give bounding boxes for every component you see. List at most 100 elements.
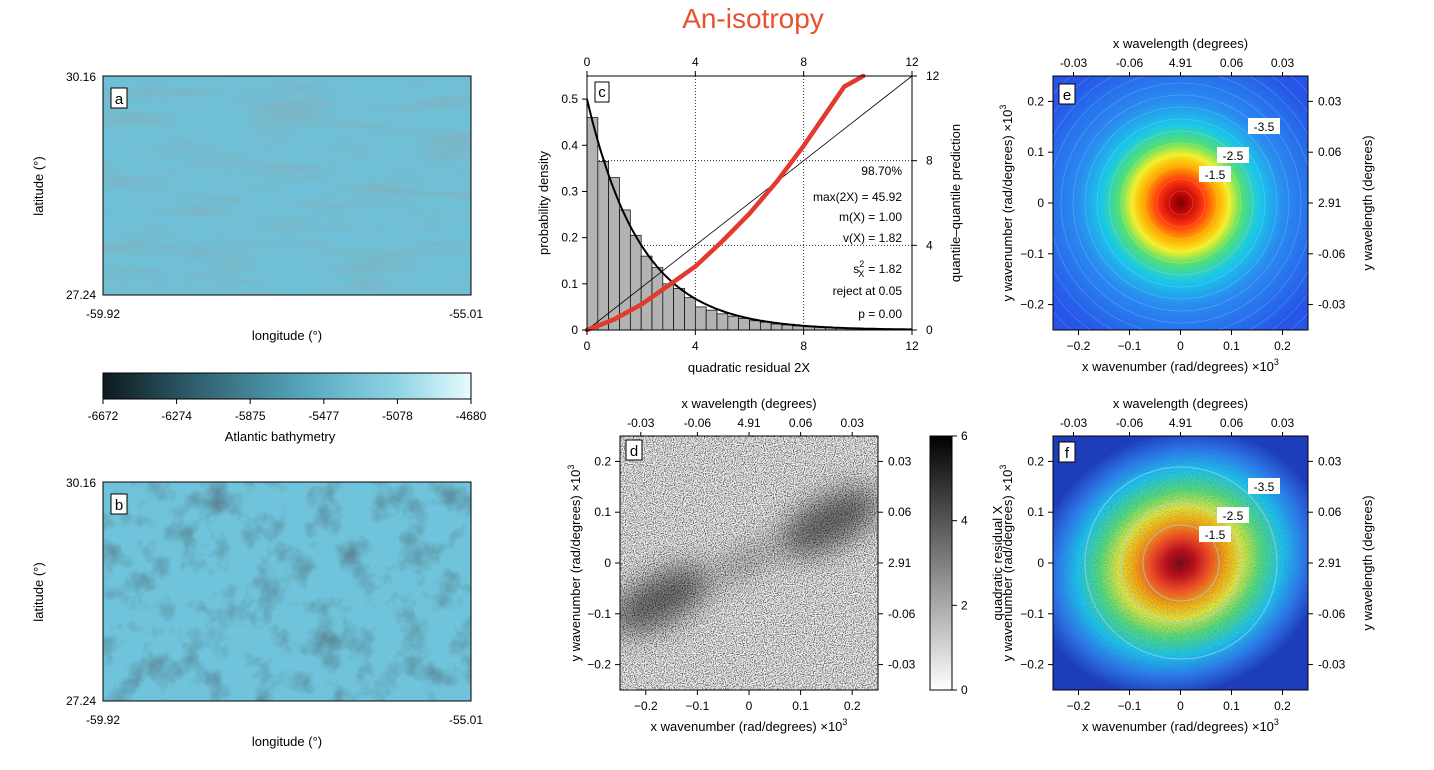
panel-c-reference-line: [586, 75, 913, 331]
panel-e-contour-ring: [1132, 154, 1230, 252]
panel-c-ytick-label: 0: [571, 323, 578, 337]
panel-a-xtick-right: -55.01: [449, 307, 483, 321]
panel-a-xtick-left: -59.92: [86, 307, 120, 321]
top-tick-label: 0.06: [789, 416, 813, 430]
right-tick-label: 2.91: [1318, 556, 1342, 570]
panel-c-ytick-label: 0.5: [561, 92, 578, 106]
panel-c-x2tick-label: 4: [692, 55, 699, 69]
right-tick-label: -0.06: [1318, 247, 1346, 261]
y-axis-label: y wavenumber (rad/degrees) ×103: [998, 465, 1015, 662]
panel-e-contour-ring: [1108, 130, 1254, 276]
bathymetry-colorbar-tick-label: -5875: [235, 409, 266, 423]
panel-e-contours: [1053, 76, 1308, 330]
panel-c-histogram: [586, 117, 913, 331]
panel-c-y2tick-label: 8: [926, 154, 933, 168]
right-tick-label: -0.06: [888, 607, 916, 621]
panel-b-ylabel: latitude (°): [31, 562, 46, 621]
panel-c-histogram-bar: [586, 117, 599, 331]
ytick-label: 0.2: [1027, 94, 1044, 108]
top-axis-label: x wavelength (degrees): [681, 396, 816, 411]
panel-c-y2tick-label: 0: [926, 323, 933, 337]
panel-f: f -3.5 -2.5 -1.5 −0.2 −0.1 0 0.1 0.20.20.10−…: [998, 396, 1375, 734]
panel-a-ylabel: latitude (°): [31, 156, 46, 215]
right-tick-label: 0.06: [888, 505, 912, 519]
panel-c-histogram-bar: [716, 313, 729, 331]
panel-e-contour-ring: [1096, 118, 1266, 288]
ytick-label: −0.1: [1020, 247, 1044, 261]
ytick-label: 0: [1037, 556, 1044, 570]
panel-a-frame: [102, 75, 472, 296]
panel-d-letter-box: [625, 439, 643, 461]
panel-c-ytick-label: 0.4: [561, 138, 578, 152]
panel-c-y2tick-label: 4: [926, 238, 933, 252]
panel-d-colorbar: [929, 435, 953, 691]
panel-b-ytick-top: 30.16: [66, 476, 96, 490]
right-tick-label: 0.03: [888, 454, 912, 468]
panel-c-ytick-label: 0.2: [561, 231, 578, 245]
right-tick-label: 0.06: [1318, 505, 1342, 519]
right-tick-label: -0.03: [1318, 658, 1346, 672]
xtick-label: 0: [746, 699, 753, 713]
x-axis-label: x wavenumber (rad/degrees) ×103: [1082, 717, 1279, 734]
top-tick-label: -0.03: [627, 416, 655, 430]
top-tick-label: -0.06: [1116, 56, 1144, 70]
ytick-label: 0.2: [1027, 454, 1044, 468]
panel-b-xtick-left: -59.92: [86, 713, 120, 727]
xtick-label: 0.1: [1223, 699, 1240, 713]
panel-c-histogram-bar: [673, 288, 685, 331]
top-tick-label: 4.91: [1169, 56, 1193, 70]
bathymetry-colorbar-tick-label: -6672: [88, 409, 119, 423]
panel-d-colorbar-tick-label: 4: [961, 514, 968, 528]
panel-e-letter: e: [1063, 87, 1071, 104]
panel-c-xtick-label: 12: [905, 339, 919, 353]
panel-c-x2tick-label: 12: [905, 55, 919, 69]
panel-e-contour-ring: [1060, 82, 1302, 324]
xtick-label: 0.1: [1223, 339, 1240, 353]
panel-f-letter: f: [1065, 445, 1070, 462]
top-tick-label: -0.06: [1116, 416, 1144, 430]
top-axis-label: x wavelength (degrees): [1113, 396, 1248, 411]
panel-c-x2tick-label: 0: [584, 55, 591, 69]
panel-c-stat-reject: reject at 0.05: [833, 284, 903, 298]
panel-e-letter-box: [1058, 83, 1076, 105]
right-tick-label: 0.03: [1318, 454, 1342, 468]
bathymetry-colorbar-tick-label: -6274: [161, 409, 192, 423]
panel-c-xtick-label: 0: [584, 339, 591, 353]
xtick-label: −0.1: [1118, 699, 1142, 713]
ytick-label: −0.1: [587, 607, 611, 621]
panel-a: a 30.16 27.24 -59.92 -55.01 longitude (°…: [31, 70, 483, 343]
bathymetry-colorbar-label: Atlantic bathymetry: [225, 429, 336, 444]
panel-f-contour-labels: -3.5 -2.5 -1.5: [1199, 478, 1280, 542]
panel-c-xtick-label: 4: [692, 339, 699, 353]
panel-a-xlabel: longitude (°): [252, 328, 322, 343]
figure-title: An-isotropy: [682, 3, 824, 34]
right-tick-label: 2.91: [1318, 196, 1342, 210]
panel-c-qq-points: [584, 73, 866, 333]
panel-a-ytick-bottom: 27.24: [66, 288, 96, 302]
top-tick-label: -0.03: [1060, 56, 1088, 70]
panel-a-letter: a: [115, 91, 124, 108]
panel-b-xtick-right: -55.01: [449, 713, 483, 727]
panel-c-y2label: quantile–quantile prediction: [948, 124, 963, 282]
panel-c-axes: 0 4 8 12 0 4 8 12 0 0.1 0.2 0.3 0.4 0.5 0 4 8 12: [561, 55, 939, 353]
panel-c-histogram-bar: [705, 309, 718, 331]
panel-c-histogram-bar: [640, 255, 653, 331]
panel-d-colorbar-label: quadratic residual X: [990, 505, 1005, 620]
panel-b-letter: b: [115, 497, 123, 514]
panel-c-qq-series: [584, 73, 866, 333]
panel-c-xlabel: quadratic residual 2X: [688, 360, 810, 375]
panel-f-contour-label-1-5: -1.5: [1205, 528, 1226, 542]
top-tick-label: 0.06: [1220, 56, 1244, 70]
right-axis-label: y wavelength (degrees): [1360, 135, 1375, 270]
panel-c-histogram-bar: [629, 234, 642, 331]
panel-d-colorbar-tick-label: 2: [961, 598, 968, 612]
panel-f-axes: −0.2 −0.1 0 0.1 0.2 0.2 0.1 0 −0.1 −0.2 -0.03 -0.06…: [998, 396, 1375, 734]
panel-e-contour-ring: [1084, 106, 1278, 300]
panel-c-stat-p: p = 0.00: [858, 307, 902, 321]
panel-c-ylabel: probability density: [536, 150, 551, 255]
panel-e-heatmap: [1053, 76, 1308, 330]
panel-b-xlabel: longitude (°): [252, 734, 322, 749]
xtick-label: −0.2: [1067, 699, 1091, 713]
panel-c-histogram-bar: [759, 321, 772, 331]
panel-f-contours: [1084, 466, 1278, 660]
